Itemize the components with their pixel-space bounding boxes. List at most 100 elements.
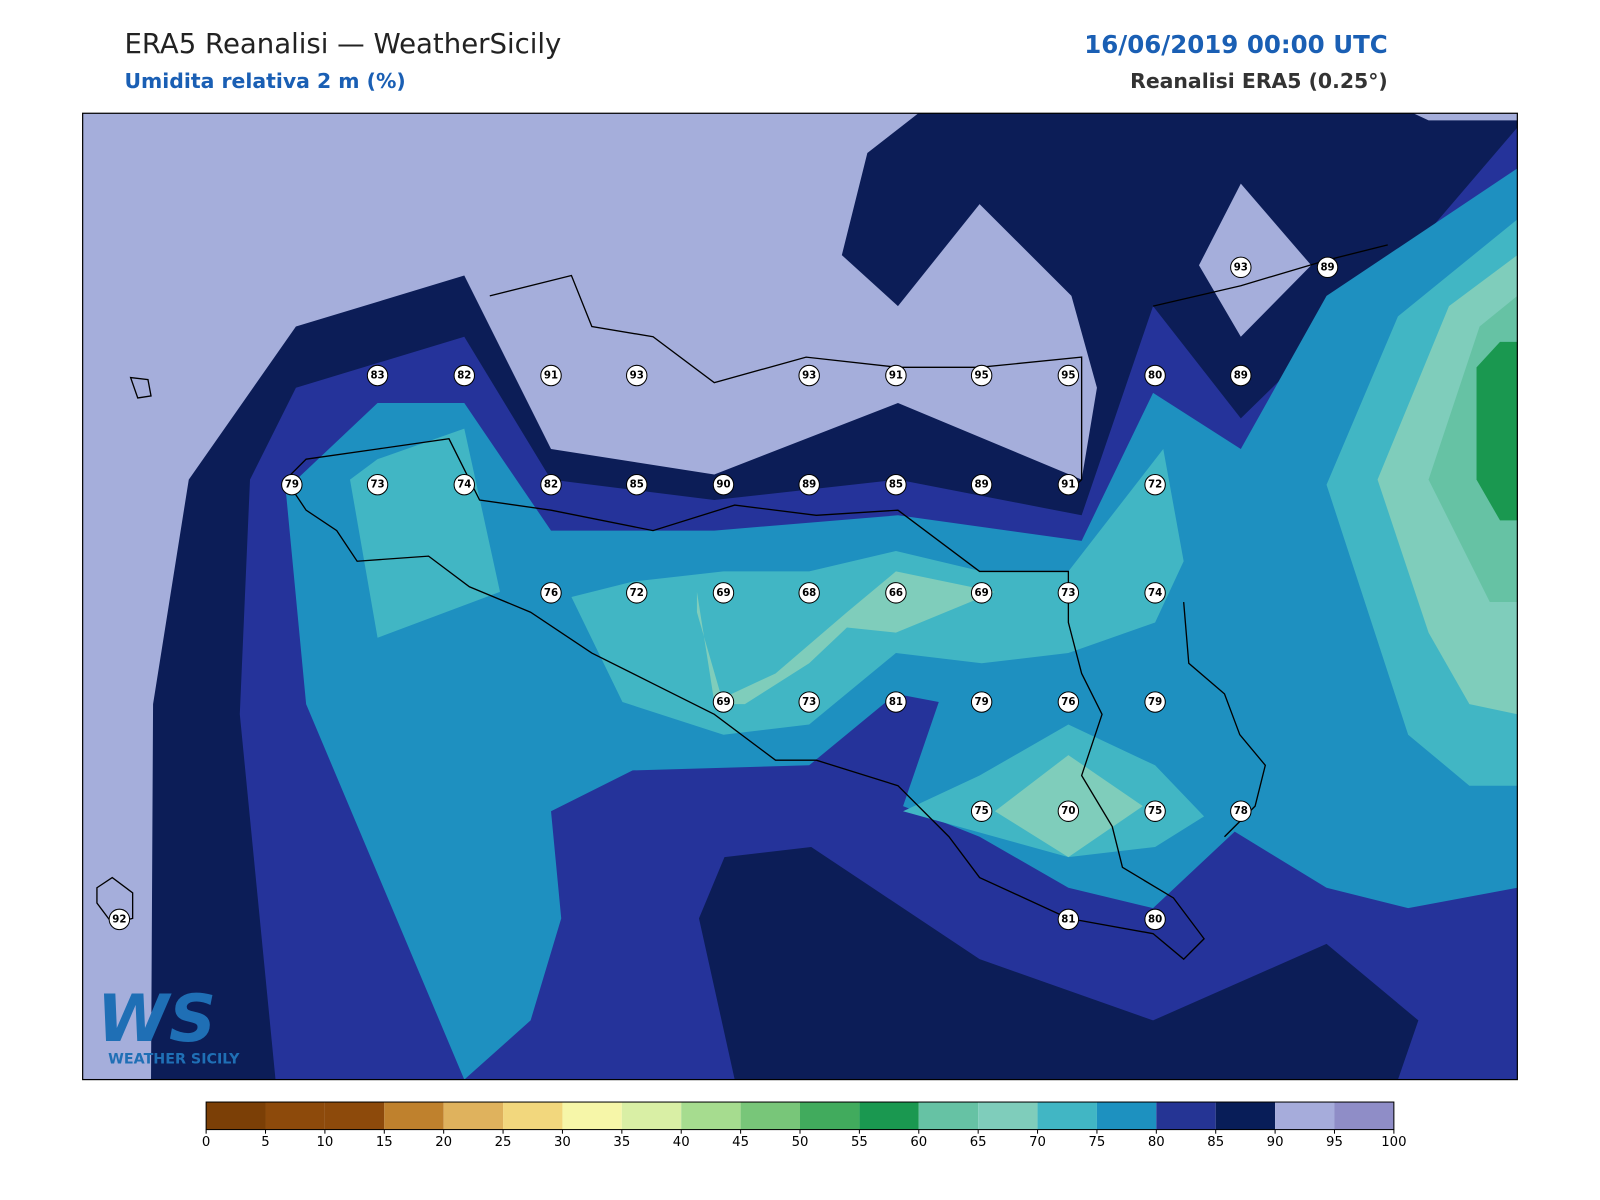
title: ERA5 Reanalisi — WeatherSicily [124, 28, 561, 60]
colorbar-tick-label: 15 [376, 1135, 393, 1150]
colorbar-segment [206, 1102, 266, 1130]
station-value: 74 [457, 480, 471, 491]
colorbar-tick-label: 55 [851, 1135, 868, 1150]
station-marker [366, 473, 389, 496]
colorbar-segment [503, 1102, 563, 1130]
station-marker [970, 691, 993, 713]
station-marker [1057, 473, 1080, 496]
station-marker [1057, 908, 1080, 931]
station-value: 76 [1061, 697, 1075, 708]
colorbar-segment [1215, 1102, 1276, 1130]
subtitle: Umidita relativa 2 m (%) [124, 69, 405, 93]
colorbar-tick-label: 30 [554, 1135, 571, 1150]
station-marker [366, 364, 389, 387]
stations: 93 89 83 82 91 93 93 91 95 95 80 89 79 73 74 82 85 90 89 85… [108, 256, 1339, 931]
station-value: 70 [1061, 806, 1075, 817]
station-marker [970, 473, 993, 496]
station-marker [1230, 364, 1252, 387]
station-marker [453, 473, 475, 496]
station-value: 78 [1234, 806, 1248, 817]
field [1476, 341, 1518, 521]
colorbar-tick-label: 95 [1326, 1135, 1343, 1150]
field [350, 219, 1518, 858]
station-value: 75 [975, 806, 989, 817]
colorbar: 0 5 10 15 20 25 30 35 40 45 50 55 60 65 70 75 80 85 90 95 10… [202, 1101, 1407, 1150]
station-marker [1230, 256, 1252, 279]
colorbar-tick-label: 40 [673, 1135, 690, 1150]
station-value: 93 [630, 371, 644, 382]
map-frame [82, 112, 1518, 1081]
field [698, 846, 1419, 1080]
coastline [284, 438, 1205, 961]
station-marker [1144, 473, 1166, 496]
station-marker [453, 364, 475, 387]
coastline [96, 376, 152, 925]
colorbar-tick-label: 5 [261, 1135, 269, 1150]
station-marker [798, 364, 820, 387]
station-value: 95 [975, 371, 989, 382]
station-value: 80 [1148, 371, 1162, 382]
station-value: 93 [802, 371, 816, 382]
station-marker [970, 364, 993, 387]
station-value: 85 [889, 480, 903, 491]
datetime: 16/06/2019 00:00 UTC [1084, 30, 1388, 59]
colorbar-segment [859, 1102, 919, 1130]
station-marker [712, 473, 735, 496]
station-marker [1057, 691, 1080, 713]
colorbar-segment [1037, 1102, 1097, 1130]
station-marker [885, 582, 907, 604]
field [1198, 113, 1518, 337]
station-marker [1057, 582, 1080, 604]
colorbar-tick-label: 0 [202, 1135, 210, 1150]
station-value: 73 [802, 697, 816, 708]
station-marker [970, 582, 993, 604]
station-marker [281, 473, 303, 496]
station-marker [885, 473, 907, 496]
station-value: 93 [1234, 262, 1248, 273]
colorbar-segment [800, 1102, 860, 1130]
station-marker [1230, 800, 1252, 822]
coastline [1183, 601, 1267, 838]
station-value: 69 [975, 588, 989, 599]
station-value: 89 [802, 480, 816, 491]
station-marker [885, 691, 907, 713]
station-value: 81 [1061, 914, 1075, 925]
colorbar-tick-label: 10 [316, 1135, 333, 1150]
station-value: 91 [544, 371, 558, 382]
station-value: 95 [1061, 371, 1075, 382]
station-marker [1057, 800, 1080, 822]
station-value: 66 [889, 588, 903, 599]
colorbar-tick-label: 25 [495, 1135, 512, 1150]
station-value: 69 [716, 697, 730, 708]
source: Reanalisi ERA5 (0.25°) [1130, 69, 1388, 93]
station-value: 89 [1234, 371, 1248, 382]
station-marker [626, 582, 648, 604]
colorbar-segment [1156, 1102, 1216, 1130]
station-marker [798, 473, 820, 496]
colorbar-segment [443, 1102, 504, 1130]
station-value: 91 [1061, 480, 1075, 491]
colorbar-segment [1275, 1102, 1335, 1130]
station-value: 91 [889, 371, 903, 382]
station-value: 90 [716, 480, 730, 491]
station-marker [712, 582, 735, 604]
station-marker [798, 582, 820, 604]
colorbar-segment [681, 1102, 741, 1130]
station-marker [885, 364, 907, 387]
station-marker [540, 364, 562, 387]
station-value: 75 [1148, 806, 1162, 817]
station-value: 72 [630, 588, 644, 599]
colorbar-segment [1096, 1102, 1157, 1130]
colorbar-tick-label: 65 [970, 1135, 987, 1150]
station-marker [798, 691, 820, 713]
colorbar-tick-label: 75 [1089, 1135, 1106, 1150]
station-marker [540, 582, 562, 604]
station-value: 76 [544, 588, 558, 599]
station-value: 74 [1148, 588, 1162, 599]
logo-text: WEATHER SICILY [108, 1051, 240, 1067]
colorbar-tick-label: 20 [435, 1135, 452, 1150]
colorbar-segment [978, 1102, 1038, 1130]
station-marker [626, 473, 648, 496]
station-marker [626, 364, 648, 387]
